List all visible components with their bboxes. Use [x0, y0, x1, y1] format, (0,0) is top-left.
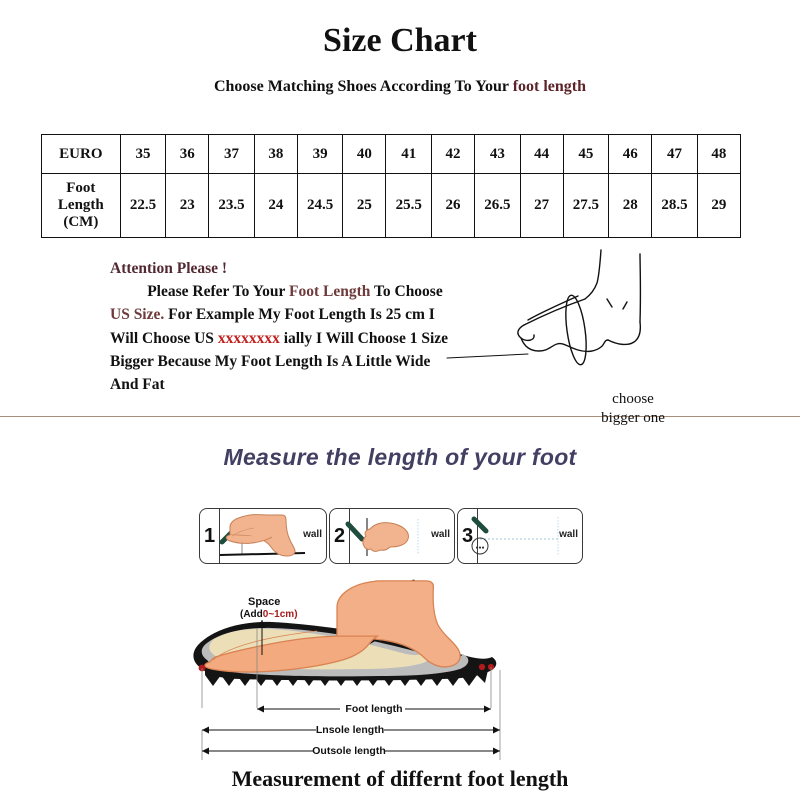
svg-text:(Add0~1cm): (Add0~1cm)	[240, 609, 298, 620]
svg-text:Lnsole length: Lnsole length	[316, 724, 384, 736]
svg-text:Outsole length: Outsole length	[312, 745, 386, 757]
svg-text:Foot length: Foot length	[345, 703, 402, 715]
svg-text:Space: Space	[248, 596, 280, 608]
